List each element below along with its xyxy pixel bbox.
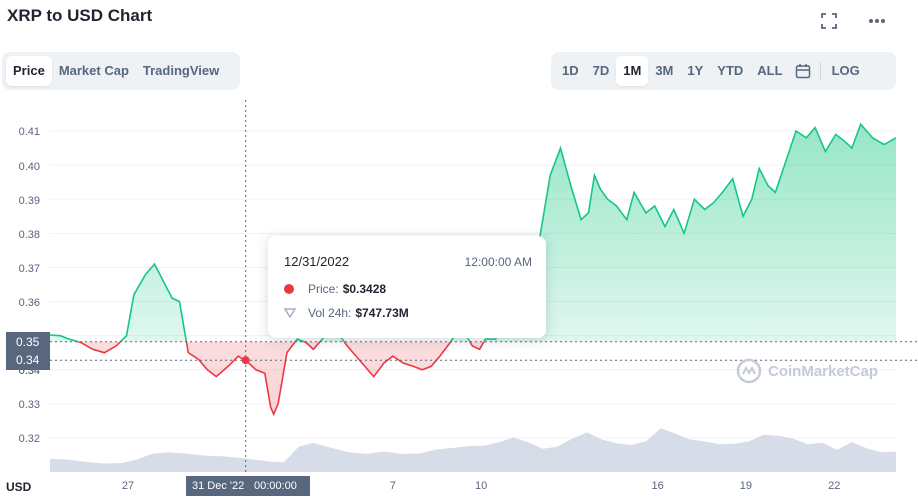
chart-title: XRP to USD Chart	[7, 6, 153, 25]
cursor-value-label: 0.34	[6, 350, 50, 371]
price-line-up	[49, 122, 897, 342]
y-tick-label: 0.40	[19, 161, 40, 173]
range-ytd[interactable]: YTD	[717, 63, 744, 78]
tooltip-volume-value: $747.73M	[355, 306, 409, 320]
crosshair-date-label: 31 Dec '22 00:00:00	[186, 476, 310, 496]
y-tick-label: 0.33	[19, 399, 40, 411]
price-marker	[241, 356, 250, 365]
crosshair-date: 31 Dec '22	[192, 480, 245, 492]
y-tick-label: 0.41	[19, 126, 40, 138]
tab-price[interactable]: Price	[6, 56, 52, 86]
watermark-text: CoinMarketCap	[768, 362, 879, 380]
range-divider	[819, 62, 821, 80]
range-1y[interactable]: 1Y	[687, 63, 704, 78]
volume-area	[50, 428, 896, 472]
tooltip-volume-row: Vol 24h: $747.73M	[284, 306, 409, 320]
range-7d[interactable]: 7D	[592, 63, 610, 78]
chart-type-tabs: Price Market Cap TradingView	[2, 52, 240, 90]
y-tick-label: 0.38	[19, 229, 40, 241]
log-scale-toggle[interactable]: LOG	[831, 63, 860, 78]
range-all[interactable]: ALL	[757, 63, 783, 78]
range-1m[interactable]: 1M	[616, 56, 649, 86]
price-area-up	[50, 124, 896, 342]
fullscreen-icon[interactable]	[818, 10, 840, 32]
volume-icon	[284, 308, 296, 318]
x-tick-label: 19	[740, 480, 752, 492]
tab-market-cap[interactable]: Market Cap	[58, 63, 129, 78]
y-tick-label: 0.37	[19, 263, 40, 275]
x-axis-ticks: 274710161922	[122, 480, 840, 492]
tab-tradingview[interactable]: TradingView	[142, 63, 220, 78]
baseline-value-label: 0.35	[6, 331, 50, 352]
tooltip-date: 12/31/2022	[284, 254, 350, 269]
x-tick-label: 16	[652, 480, 664, 492]
range-1d[interactable]: 1D	[562, 63, 579, 78]
y-tick-label: 0.32	[19, 433, 40, 445]
more-options-icon[interactable]	[866, 10, 888, 32]
price-tooltip: 12/31/2022 12:00:00 AM Price: $0.3428 Vo…	[268, 236, 546, 338]
tooltip-price-label: Price:	[308, 282, 339, 296]
x-tick-label: 22	[828, 480, 840, 492]
tooltip-volume-label: Vol 24h:	[308, 306, 352, 320]
currency-label: USD	[6, 480, 32, 494]
tooltip-price-value: $0.3428	[342, 282, 387, 296]
calendar-icon[interactable]	[790, 63, 816, 79]
tooltip-time: 12:00:00 AM	[464, 255, 532, 269]
x-tick-label: 10	[475, 480, 487, 492]
coinmarketcap-logo-icon	[736, 358, 762, 384]
crosshair-time: 00:00:00	[254, 480, 297, 492]
coinmarketcap-watermark: CoinMarketCap	[736, 358, 878, 384]
tooltip-price-row: Price: $0.3428	[284, 282, 386, 296]
x-tick-label: 27	[122, 480, 134, 492]
x-tick-label: 7	[390, 480, 396, 492]
time-range-selector: 1D 7D 1M 3M 1Y YTD ALL LOG	[551, 52, 896, 90]
volume-series	[50, 428, 896, 472]
y-tick-label: 0.36	[19, 297, 40, 309]
y-tick-label: 0.39	[19, 195, 40, 207]
price-chart[interactable]: 0.32 0.33 0.340.35 0.36 0.37 0.38 0.39 0.40 0.41…	[0, 95, 918, 498]
range-3m[interactable]: 3M	[655, 63, 674, 78]
price-line-down	[75, 341, 485, 417]
y-axis-ticks: 0.320.330.340.350.360.370.380.390.400.41…	[19, 126, 40, 445]
price-dot-icon	[284, 284, 294, 294]
